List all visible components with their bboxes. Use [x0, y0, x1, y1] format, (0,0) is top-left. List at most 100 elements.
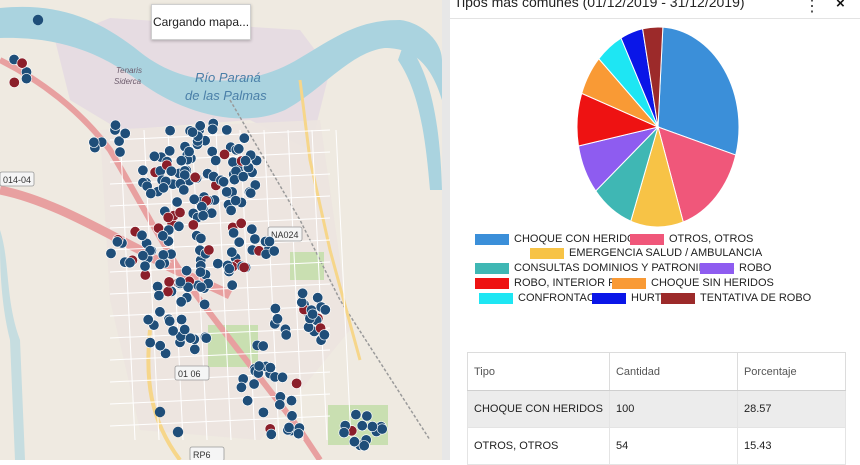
incident-marker-blue[interactable] — [182, 281, 194, 293]
legend-item[interactable]: ROBO — [700, 262, 771, 274]
incident-marker-red[interactable] — [235, 217, 247, 229]
legend-item[interactable]: CONSULTAS DOMINIOS Y PATRONIMICOS — [475, 262, 735, 274]
incident-marker-blue[interactable] — [248, 378, 260, 390]
col-header-porcentaje[interactable]: Porcentaje — [736, 352, 847, 391]
incident-marker-blue[interactable] — [246, 223, 258, 235]
pie-slice-0[interactable] — [657, 26, 740, 156]
incident-marker-red[interactable] — [163, 276, 175, 288]
incident-marker-blue[interactable] — [366, 420, 378, 432]
incident-marker-blue[interactable] — [154, 306, 166, 318]
incident-marker-blue[interactable] — [230, 195, 242, 207]
incident-marker-blue[interactable] — [173, 220, 185, 232]
incident-marker-blue[interactable] — [194, 120, 206, 132]
incident-marker-blue[interactable] — [207, 123, 219, 135]
incident-marker-blue[interactable] — [164, 145, 176, 157]
incident-marker-red[interactable] — [219, 148, 231, 160]
incident-marker-blue[interactable] — [187, 126, 199, 138]
incident-marker-blue[interactable] — [154, 340, 166, 352]
incident-marker-blue[interactable] — [226, 279, 238, 291]
incident-marker-blue[interactable] — [124, 257, 136, 269]
incident-marker-blue[interactable] — [179, 169, 191, 181]
legend-item[interactable]: EMERGENCIA SALUD / AMBULANCIA — [530, 247, 762, 259]
incident-marker-blue[interactable] — [197, 210, 209, 222]
incident-marker-blue[interactable] — [358, 440, 370, 452]
incident-marker-blue[interactable] — [240, 155, 252, 167]
incident-marker-blue[interactable] — [174, 276, 186, 288]
legend-item[interactable]: ROBO, INTERIOR FINCA — [475, 277, 641, 289]
incident-marker-blue[interactable] — [225, 204, 237, 216]
incident-marker-blue[interactable] — [188, 193, 200, 205]
incident-marker-blue[interactable] — [235, 381, 247, 393]
incident-marker-blue[interactable] — [237, 171, 249, 183]
map-view[interactable]: Río Paraná de las Palmas Tenaris Siderca 014… — [0, 0, 442, 460]
incident-marker-red[interactable] — [189, 171, 201, 183]
incident-marker-blue[interactable] — [257, 340, 269, 352]
incident-marker-blue[interactable] — [195, 266, 207, 278]
incident-marker-blue[interactable] — [157, 230, 169, 242]
incident-marker-blue[interactable] — [195, 281, 207, 293]
incident-marker-blue[interactable] — [348, 436, 360, 448]
incident-marker-blue[interactable] — [179, 323, 191, 335]
pie-slice-9[interactable] — [642, 26, 664, 128]
incident-marker-blue[interactable] — [32, 14, 44, 26]
incident-marker-blue[interactable] — [154, 406, 166, 418]
incident-marker-blue[interactable] — [175, 296, 187, 308]
incident-marker-blue[interactable] — [181, 265, 193, 277]
incident-marker-blue[interactable] — [218, 176, 230, 188]
incident-marker-blue[interactable] — [253, 360, 265, 372]
incident-marker-blue[interactable] — [276, 371, 288, 383]
incident-marker-blue[interactable] — [285, 395, 297, 407]
incident-marker-blue[interactable] — [242, 395, 254, 407]
incident-marker-blue[interactable] — [154, 258, 166, 270]
incident-marker-blue[interactable] — [249, 233, 261, 245]
incident-marker-blue[interactable] — [139, 260, 151, 272]
incident-marker-blue[interactable] — [137, 250, 149, 262]
incident-marker-blue[interactable] — [271, 313, 283, 325]
legend-item[interactable]: HURTO — [592, 292, 670, 304]
incident-marker-blue[interactable] — [20, 73, 32, 85]
incident-marker-blue[interactable] — [233, 236, 245, 248]
col-header-cantidad[interactable]: Cantidad — [608, 352, 738, 391]
incident-marker-red[interactable] — [203, 244, 215, 256]
table-row[interactable]: CHOQUE CON HERIDOS 100 28.57 — [467, 390, 847, 428]
incident-marker-red[interactable] — [238, 261, 250, 273]
incident-marker-blue[interactable] — [176, 313, 188, 325]
incident-marker-blue[interactable] — [265, 428, 277, 440]
incident-marker-blue[interactable] — [307, 308, 319, 320]
incident-marker-blue[interactable] — [148, 150, 160, 162]
incident-marker-blue[interactable] — [113, 135, 125, 147]
incident-marker-blue[interactable] — [233, 143, 245, 155]
incident-marker-blue[interactable] — [158, 182, 170, 194]
incident-marker-blue[interactable] — [361, 410, 373, 422]
close-icon[interactable]: × — [836, 0, 845, 12]
incident-marker-blue[interactable] — [338, 427, 350, 439]
incident-marker-blue[interactable] — [145, 188, 157, 200]
incident-marker-blue[interactable] — [212, 258, 224, 270]
incident-marker-blue[interactable] — [153, 289, 165, 301]
incident-marker-blue[interactable] — [111, 236, 123, 248]
incident-marker-blue[interactable] — [114, 146, 126, 158]
incident-marker-blue[interactable] — [210, 155, 222, 167]
incident-marker-blue[interactable] — [88, 136, 100, 148]
legend-item[interactable]: TENTATIVA DE ROBO — [661, 292, 811, 304]
incident-marker-blue[interactable] — [319, 304, 331, 316]
incident-marker-blue[interactable] — [318, 329, 330, 341]
incident-marker-blue[interactable] — [221, 124, 233, 136]
incident-marker-blue[interactable] — [136, 229, 148, 241]
incident-marker-blue[interactable] — [268, 245, 280, 257]
incident-marker-blue[interactable] — [280, 329, 292, 341]
incident-marker-blue[interactable] — [228, 227, 240, 239]
incident-marker-blue[interactable] — [264, 362, 276, 374]
incident-marker-red[interactable] — [291, 377, 303, 389]
incident-marker-blue[interactable] — [184, 332, 196, 344]
incident-marker-red[interactable] — [162, 211, 174, 223]
incident-marker-blue[interactable] — [152, 280, 164, 292]
legend-item[interactable]: CONFRONTACION — [479, 292, 614, 304]
incident-marker-blue[interactable] — [199, 298, 211, 310]
incident-marker-blue[interactable] — [167, 325, 179, 337]
incident-marker-blue[interactable] — [110, 119, 122, 131]
incident-marker-blue[interactable] — [312, 292, 324, 304]
incident-marker-blue[interactable] — [171, 196, 183, 208]
incident-marker-blue[interactable] — [189, 343, 201, 355]
incident-marker-red[interactable] — [16, 57, 28, 69]
